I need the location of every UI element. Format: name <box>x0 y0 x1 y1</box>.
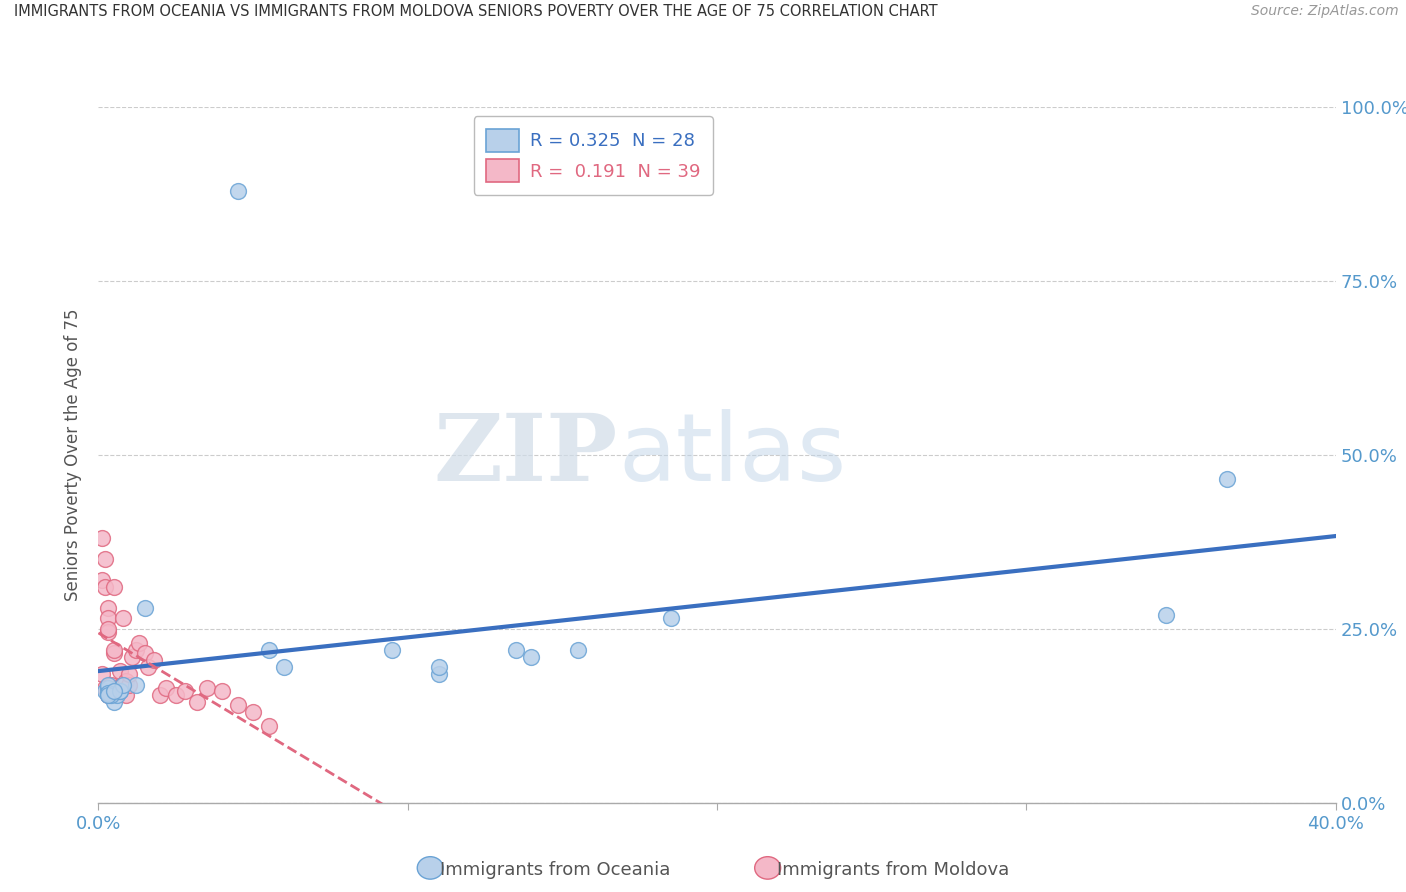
Legend: R = 0.325  N = 28, R =  0.191  N = 39: R = 0.325 N = 28, R = 0.191 N = 39 <box>474 116 713 195</box>
Point <box>93 552 115 566</box>
Circle shape <box>418 856 443 880</box>
Point <box>108 684 131 698</box>
Point <box>100 677 122 691</box>
Point <box>97 677 120 691</box>
Point <box>97 622 120 636</box>
Point <box>112 611 135 625</box>
Point <box>226 698 249 713</box>
Point <box>100 688 122 702</box>
Point <box>136 660 159 674</box>
Point <box>90 667 112 681</box>
Point <box>103 684 125 698</box>
Point <box>115 688 138 702</box>
Point <box>659 611 682 625</box>
Point <box>105 681 128 695</box>
Point <box>100 688 122 702</box>
Point <box>105 688 128 702</box>
Point <box>128 636 150 650</box>
Point <box>112 677 135 691</box>
Point <box>273 660 295 674</box>
Point <box>103 642 125 657</box>
Point <box>103 646 125 660</box>
Point <box>115 674 138 689</box>
Point <box>257 642 280 657</box>
Point <box>112 677 135 691</box>
Point <box>97 686 120 700</box>
Point <box>155 681 177 695</box>
Point <box>1216 472 1239 486</box>
Point <box>97 625 120 640</box>
Point <box>427 660 450 674</box>
Point <box>90 532 112 546</box>
Point <box>165 688 187 702</box>
Text: Immigrants from Moldova: Immigrants from Moldova <box>776 861 1010 879</box>
Point <box>93 681 115 695</box>
Point <box>381 642 404 657</box>
Point <box>108 664 131 678</box>
Point <box>118 667 141 681</box>
Point <box>97 611 120 625</box>
Point <box>97 688 120 702</box>
Point <box>211 684 233 698</box>
Point <box>520 649 543 664</box>
Point <box>108 684 131 698</box>
Point <box>93 580 115 594</box>
Point <box>97 688 120 702</box>
Point <box>93 684 115 698</box>
Point <box>257 719 280 733</box>
Point <box>143 653 166 667</box>
Point <box>103 695 125 709</box>
Point <box>567 642 589 657</box>
Point <box>121 649 143 664</box>
Point <box>149 688 172 702</box>
Circle shape <box>755 856 780 880</box>
Text: atlas: atlas <box>619 409 846 501</box>
Point <box>124 642 146 657</box>
Text: Immigrants from Oceania: Immigrants from Oceania <box>440 861 671 879</box>
Text: IMMIGRANTS FROM OCEANIA VS IMMIGRANTS FROM MOLDOVA SENIORS POVERTY OVER THE AGE : IMMIGRANTS FROM OCEANIA VS IMMIGRANTS FR… <box>14 4 938 20</box>
Point <box>118 677 141 691</box>
Text: Source: ZipAtlas.com: Source: ZipAtlas.com <box>1251 4 1399 19</box>
Point <box>174 684 197 698</box>
Point <box>90 573 112 587</box>
Point <box>97 681 120 695</box>
Text: ZIP: ZIP <box>434 410 619 500</box>
Point <box>226 184 249 198</box>
Point <box>242 706 264 720</box>
Point <box>124 677 146 691</box>
Point <box>134 646 156 660</box>
Point <box>505 642 527 657</box>
Point <box>1154 607 1177 622</box>
Point <box>195 681 218 695</box>
Y-axis label: Seniors Poverty Over the Age of 75: Seniors Poverty Over the Age of 75 <box>65 309 83 601</box>
Point <box>427 667 450 681</box>
Point <box>134 601 156 615</box>
Point <box>97 688 120 702</box>
Point <box>186 695 208 709</box>
Point <box>103 580 125 594</box>
Point <box>97 601 120 615</box>
